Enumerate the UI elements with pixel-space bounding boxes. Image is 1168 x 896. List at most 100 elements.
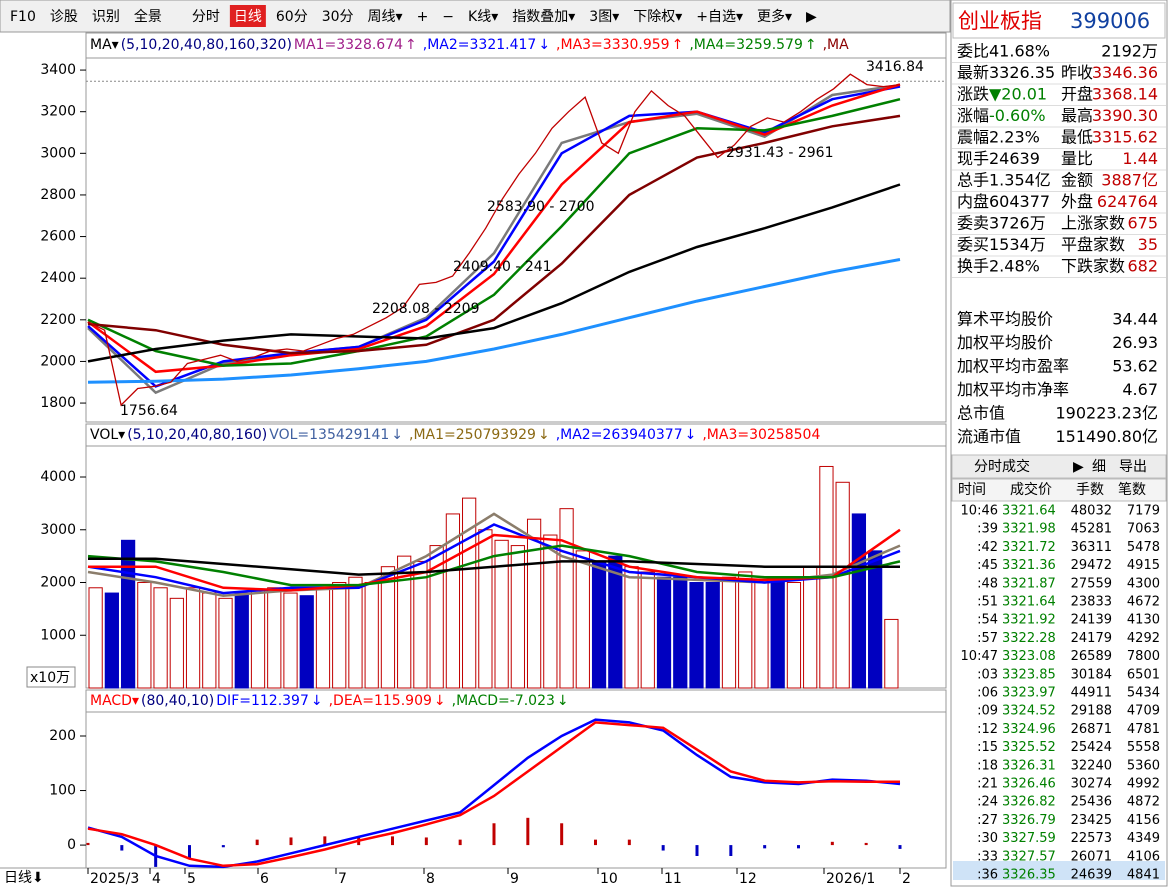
indicator-arrow: ↓	[538, 427, 550, 443]
quote-value: 35	[1138, 235, 1158, 254]
quote-label: 委卖	[957, 214, 989, 233]
period-label[interactable]: 日线⬇	[4, 870, 44, 886]
trade-cell: 3321.87	[1002, 576, 1056, 591]
quote-label: 金额	[1061, 171, 1093, 190]
volume-bar	[689, 582, 704, 689]
trade-cell: :27	[977, 813, 998, 828]
toolbar-button[interactable]: F10	[10, 9, 36, 25]
trade-cell: :33	[977, 849, 998, 864]
toolbar-button[interactable]: 识别	[92, 9, 120, 25]
quote-label: 最低	[1061, 128, 1093, 147]
trade-tab[interactable]: 细	[1092, 459, 1106, 475]
stat-value: 151490.80亿	[1055, 427, 1158, 446]
quote-label: 涨跌	[957, 85, 989, 104]
volume-bar	[332, 582, 347, 689]
trade-column: 成交价	[1010, 481, 1052, 498]
indicator-label: ,MA1=250793929	[409, 427, 536, 443]
quote-label: 震幅	[957, 128, 989, 147]
quote-label: 内盘	[957, 192, 989, 211]
toolbar-button[interactable]: 全景	[134, 8, 162, 25]
trade-cell: 5558	[1127, 740, 1160, 755]
trade-cell: 3323.08	[1002, 649, 1056, 664]
indicator-arrow: ↓	[538, 37, 550, 53]
volume-bar	[673, 576, 688, 689]
trade-tab[interactable]: ▶	[1073, 459, 1084, 475]
indicator-label: VOL=135429141	[269, 427, 389, 443]
quote-value: 3390.30	[1092, 106, 1158, 125]
trade-cell: 29188	[1071, 704, 1112, 719]
series-line	[88, 557, 900, 576]
trade-cell: :42	[977, 540, 998, 555]
trade-highlight	[953, 861, 1165, 880]
series-line	[87, 183, 901, 363]
volume-bar	[283, 592, 298, 689]
quote-value: 624764	[1097, 192, 1158, 211]
toolbar-button[interactable]: +	[417, 9, 429, 25]
toolbar-button[interactable]: 更多▾	[757, 8, 792, 25]
volume-bar	[88, 587, 103, 689]
trade-cell: 4915	[1127, 558, 1160, 573]
trade-cell: 4130	[1127, 613, 1160, 628]
quote-value: 24639	[989, 149, 1040, 168]
trade-cell: :15	[977, 740, 998, 755]
trade-tab[interactable]: 导出	[1119, 459, 1147, 475]
price-annotation: 1756.64	[120, 403, 178, 419]
trade-cell: 22573	[1071, 831, 1112, 846]
trade-cell: 26071	[1071, 849, 1112, 864]
x-tick-label: 11	[664, 871, 682, 887]
quote-label: 量比	[1061, 149, 1093, 168]
indicator-arrow: ↑	[805, 37, 817, 53]
volume-bar	[754, 582, 769, 689]
toolbar-button[interactable]: 指数叠加▾	[512, 9, 575, 25]
quote-title-box	[952, 2, 1166, 39]
toolbar-button[interactable]: 下除权▾	[633, 9, 682, 25]
volume-bar	[218, 597, 233, 689]
trade-cell: 26589	[1071, 649, 1112, 664]
price-annotation: 2583.90 - 2700	[487, 199, 594, 215]
quote-label: 涨幅	[957, 106, 989, 125]
quote-label: 最高	[1061, 106, 1093, 125]
toolbar-button[interactable]: 分时	[192, 9, 220, 25]
volume-bar	[575, 550, 590, 689]
toolbar-button[interactable]: 60分	[276, 9, 308, 25]
toolbar-button[interactable]: 30分	[322, 9, 354, 25]
toolbar-button[interactable]: 3图▾	[589, 9, 619, 25]
volume-bar	[851, 513, 867, 689]
toolbar-button[interactable]: 周线▾	[368, 9, 403, 25]
y-tick-label: 2800	[40, 187, 76, 203]
quote-value: -0.60%	[989, 106, 1046, 125]
trade-cell: :48	[977, 576, 998, 591]
toolbar-button[interactable]: K线▾	[468, 9, 498, 25]
quote-label: 现手	[957, 149, 989, 168]
stat-value: 26.93	[1112, 333, 1158, 352]
indicator-arrow: ↑	[405, 37, 417, 53]
trade-cell: :45	[977, 558, 998, 573]
toolbar-button[interactable]: ▶	[806, 9, 817, 25]
toolbar-button[interactable]: 诊股	[50, 9, 78, 25]
toolbar-button[interactable]: −	[442, 9, 454, 25]
quote-value: 682	[1127, 257, 1158, 276]
indicator-label: ,MA	[823, 37, 850, 53]
trade-cell: 25436	[1071, 795, 1112, 810]
trade-cell: :06	[977, 686, 998, 701]
trade-cell: 5360	[1127, 758, 1160, 773]
volume-bar	[868, 550, 883, 689]
quote-value: 1.354亿	[989, 171, 1051, 190]
volume-bar	[608, 555, 623, 689]
quote-value: 2.23%	[989, 128, 1040, 147]
quote-label: 委比	[957, 42, 989, 61]
trade-cell: 3327.57	[1002, 849, 1056, 864]
indicator-label: (80,40,10)	[141, 693, 214, 709]
x-tick-label: 2	[902, 871, 911, 887]
volume-bar	[267, 587, 282, 689]
quote-value: ▼20.01	[989, 85, 1047, 104]
toolbar-button[interactable]: +自选▾	[696, 9, 743, 25]
toolbar-button[interactable]: 日线	[234, 9, 262, 25]
quote-value: 3887亿	[1101, 171, 1158, 190]
trade-cell: 45281	[1071, 522, 1112, 537]
quote-value: 3346.36	[1092, 63, 1158, 82]
series-line	[87, 544, 901, 587]
quote-value: 1534万	[989, 235, 1046, 254]
trade-tab[interactable]: 分时成交	[974, 458, 1030, 475]
quote-label: 开盘	[1061, 85, 1093, 104]
